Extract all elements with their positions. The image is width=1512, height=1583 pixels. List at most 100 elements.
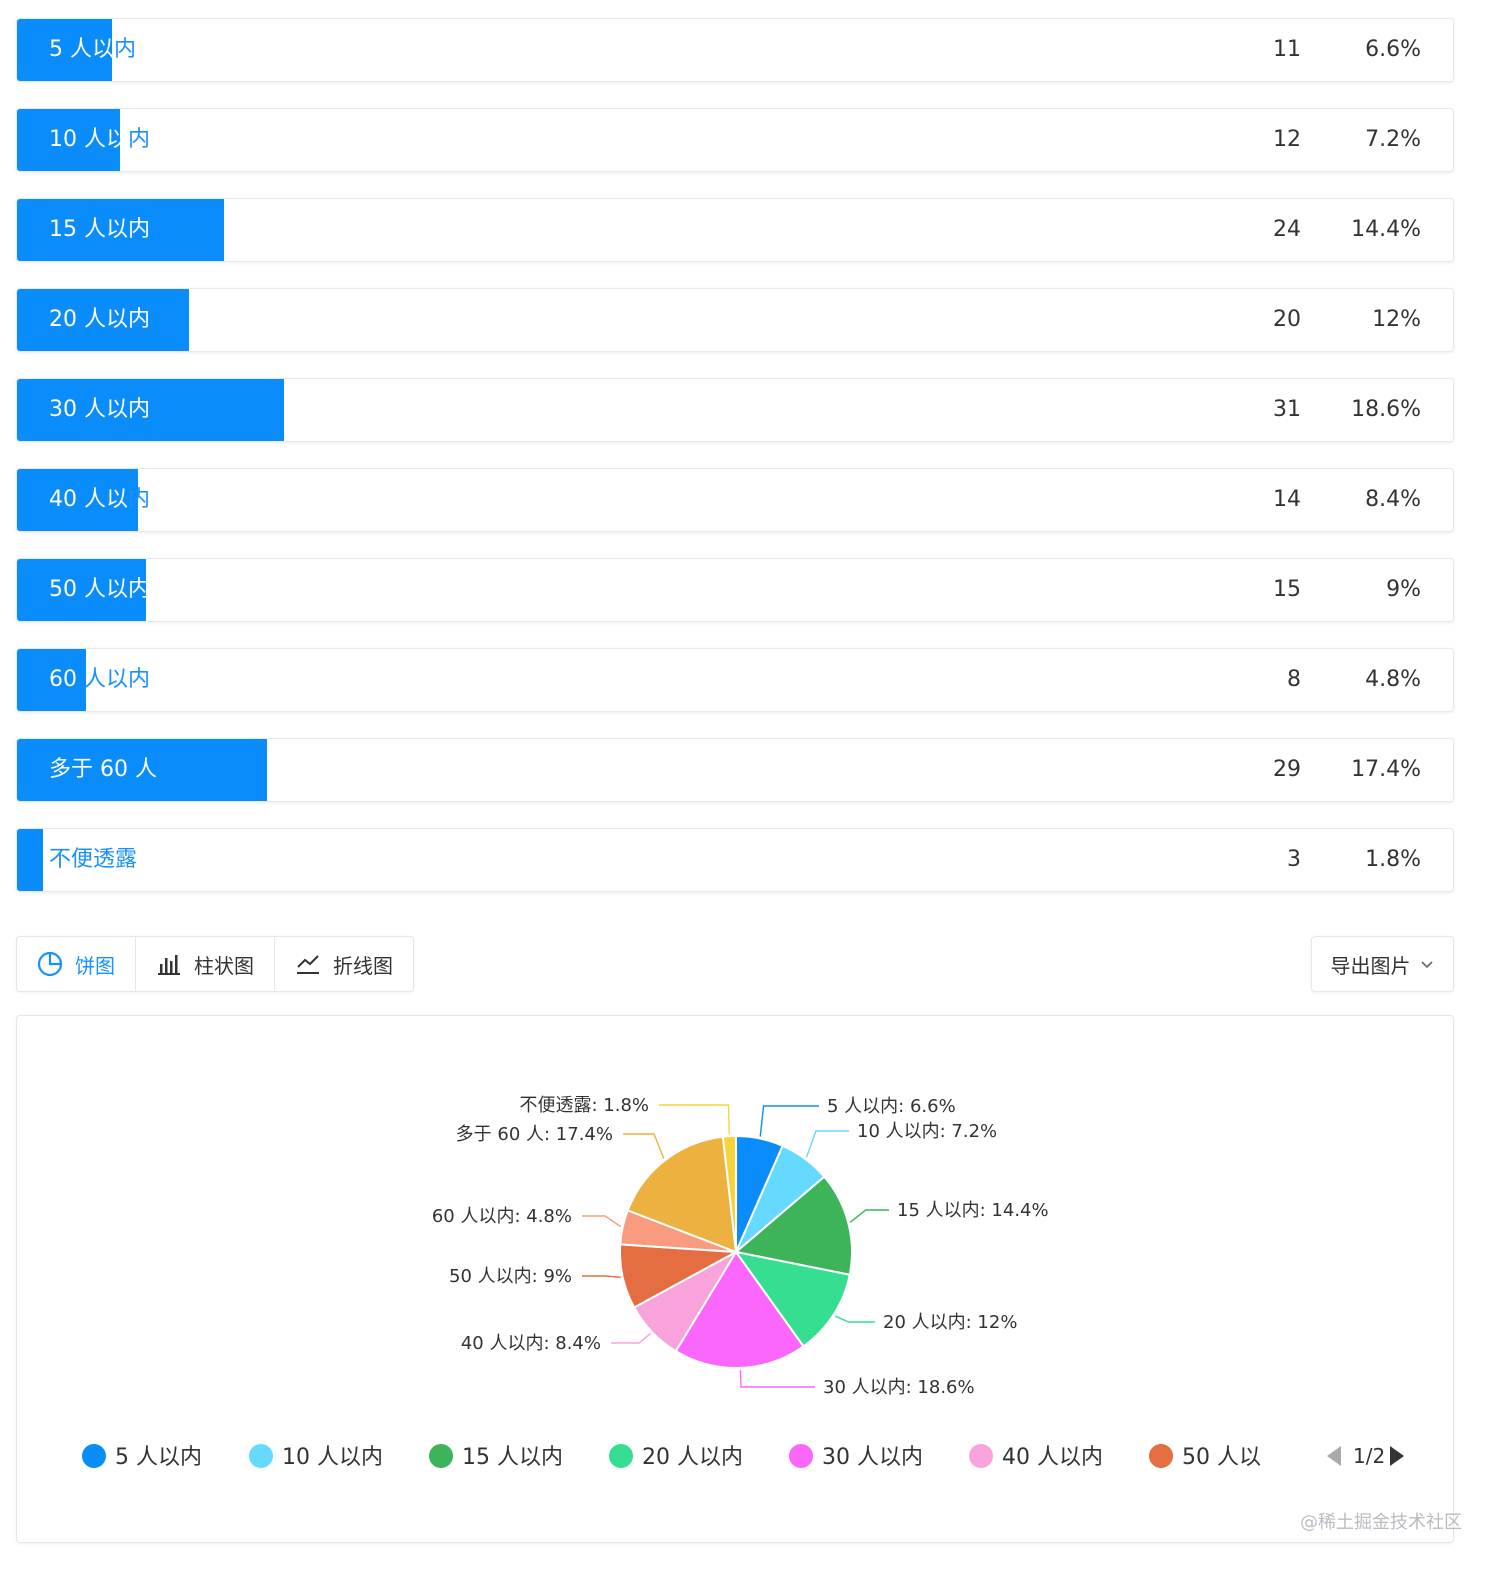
bar-count: 15 <box>1273 577 1301 602</box>
pie-chart: 5 人以内: 6.6% 10 人以内: 7.2% 15 人以内: 14.4% 20 人… <box>82 1095 1404 1470</box>
bar-row: 10 人以内 12 7.2% <box>16 108 1454 172</box>
chart-type-tabs: 饼图 柱状图 折线图 <box>16 936 414 992</box>
tab-label: 饼图 <box>75 953 115 978</box>
pie-slice-label: 20 人以内: 12% <box>883 1312 1017 1333</box>
legend-item[interactable]: 5 人以内 <box>82 1444 202 1470</box>
pie-slice[interactable] <box>674 1250 805 1369</box>
bar-label: 40 人以内 <box>49 487 151 512</box>
bar-row: 5 人以内 11 6.6% <box>16 18 1454 82</box>
pie-leader-line <box>805 1130 849 1158</box>
watermark: @稀土掘金技术社区 <box>1300 1512 1462 1533</box>
bar-percent: 9% <box>1386 577 1421 602</box>
bar-fill <box>17 19 112 81</box>
export-image-label: 导出图片 <box>1330 953 1411 978</box>
bar-count: 29 <box>1273 757 1301 782</box>
bar-row: 40 人以内 14 8.4% <box>16 468 1454 532</box>
bar-label: 10 人以内 <box>49 127 151 152</box>
legend-item[interactable]: 50 人以 <box>1149 1444 1261 1470</box>
bar-fill <box>17 469 138 531</box>
pie-slice-label: 60 人以内: 4.8% <box>432 1206 572 1227</box>
legend-swatch <box>429 1444 453 1468</box>
bar-label: 5 人以内 <box>49 37 137 62</box>
tab-line-chart[interactable]: 折线图 <box>275 937 413 991</box>
legend-swatch <box>789 1444 813 1468</box>
tab-pie-chart[interactable]: 饼图 <box>17 937 136 991</box>
bar-row: 60 人以内 8 4.8% <box>16 648 1454 712</box>
legend-swatch <box>969 1444 993 1468</box>
bar-row: 30 人以内 31 18.6% <box>16 378 1454 442</box>
pie-leader-line <box>739 1369 815 1388</box>
bar-count: 31 <box>1273 397 1301 422</box>
legend-label: 40 人以内 <box>1002 1445 1103 1470</box>
bar-count: 3 <box>1287 847 1301 872</box>
bar-label: 50 人以内 <box>49 577 150 602</box>
bar-label: 多于 60 人 <box>49 757 157 782</box>
pie-slice-label: 不便透露: 1.8% <box>519 1095 649 1116</box>
bar-label: 不便透露 <box>49 847 138 872</box>
legend-page-indicator: 1/2 <box>1353 1444 1385 1468</box>
pie-slice[interactable] <box>626 1135 738 1254</box>
chevron-down-icon <box>1420 961 1433 969</box>
bar-percent: 4.8% <box>1365 667 1421 692</box>
bar-fill <box>17 649 86 711</box>
tab-bar-chart[interactable]: 柱状图 <box>136 937 275 991</box>
bar-percent: 6.6% <box>1365 37 1421 62</box>
pie-leader-line <box>659 1104 731 1135</box>
line-chart-icon <box>295 951 327 977</box>
bar-percent: 14.4% <box>1351 217 1421 242</box>
bar-row: 50 人以内 15 9% <box>16 558 1454 622</box>
bar-row: 多于 60 人 29 17.4% <box>16 738 1454 802</box>
chart-panel: 5 人以内: 6.6% 10 人以内: 7.2% 15 人以内: 14.4% 20 人… <box>16 1015 1454 1543</box>
legend-item[interactable]: 20 人以内 <box>609 1444 743 1470</box>
bar-fill <box>17 289 190 351</box>
bar-count: 24 <box>1273 217 1301 242</box>
legend-item[interactable]: 40 人以内 <box>969 1444 1103 1470</box>
pie-leader-line <box>834 1315 875 1323</box>
pie-leader-line <box>582 1275 621 1279</box>
pie-leader-line <box>759 1105 819 1137</box>
bar-count: 11 <box>1273 37 1301 62</box>
legend-item[interactable]: 15 人以内 <box>429 1444 563 1470</box>
legend-label: 30 人以内 <box>822 1445 923 1470</box>
pie-slice-label: 50 人以内: 9% <box>449 1266 572 1287</box>
legend-label: 10 人以内 <box>282 1445 383 1470</box>
bar-percent: 12% <box>1372 307 1421 332</box>
bar-row: 15 人以内 24 14.4% <box>16 198 1454 262</box>
legend-label: 50 人以 <box>1182 1445 1261 1470</box>
pie-leader-line <box>849 1209 889 1223</box>
legend-swatch <box>82 1444 106 1468</box>
bar-chart-icon <box>156 951 188 977</box>
bar-count: 8 <box>1287 667 1301 692</box>
bar-percent: 18.6% <box>1351 397 1421 422</box>
legend-swatch <box>249 1444 273 1468</box>
bar-percent: 1.8% <box>1365 847 1421 872</box>
pie-slice[interactable] <box>721 1134 737 1253</box>
pie-slice-label: 15 人以内: 14.4% <box>897 1200 1049 1221</box>
tab-label: 折线图 <box>333 953 393 978</box>
export-image-button[interactable]: 导出图片 <box>1311 936 1454 992</box>
bar-row: 20 人以内 20 12% <box>16 288 1454 352</box>
bar-fill <box>17 379 284 441</box>
pie-leader-line <box>611 1332 652 1344</box>
legend-prev-icon[interactable] <box>1327 1446 1341 1466</box>
legend-next-icon[interactable] <box>1390 1446 1404 1466</box>
pie-slice-label: 5 人以内: 6.6% <box>827 1096 956 1117</box>
pie-slice[interactable] <box>733 1175 853 1276</box>
bar-fill <box>17 739 267 801</box>
pie-leader-line <box>582 1215 622 1228</box>
response-bar-list: 5 人以内 11 6.6% 10 人以内 12 7.2% 15 人以内 24 14.4% 20 人… <box>16 18 1454 918</box>
pie-slice-label: 40 人以内: 8.4% <box>461 1333 601 1354</box>
pie-leader-line <box>623 1133 665 1159</box>
pie-slice-label: 10 人以内: 7.2% <box>857 1121 997 1142</box>
pie-slice[interactable] <box>733 1250 851 1348</box>
bar-label: 60 人以内 <box>49 667 151 692</box>
bar-row: 不便透露 3 1.8% <box>16 828 1454 892</box>
legend-item[interactable]: 10 人以内 <box>249 1444 383 1470</box>
legend-item[interactable]: 30 人以内 <box>789 1444 923 1470</box>
bar-fill <box>17 199 224 261</box>
bar-label: 20 人以内 <box>49 307 150 332</box>
bar-label: 15 人以内 <box>49 217 150 242</box>
legend-label: 15 人以内 <box>462 1445 563 1470</box>
bar-count: 14 <box>1273 487 1301 512</box>
legend-label: 5 人以内 <box>115 1445 202 1470</box>
